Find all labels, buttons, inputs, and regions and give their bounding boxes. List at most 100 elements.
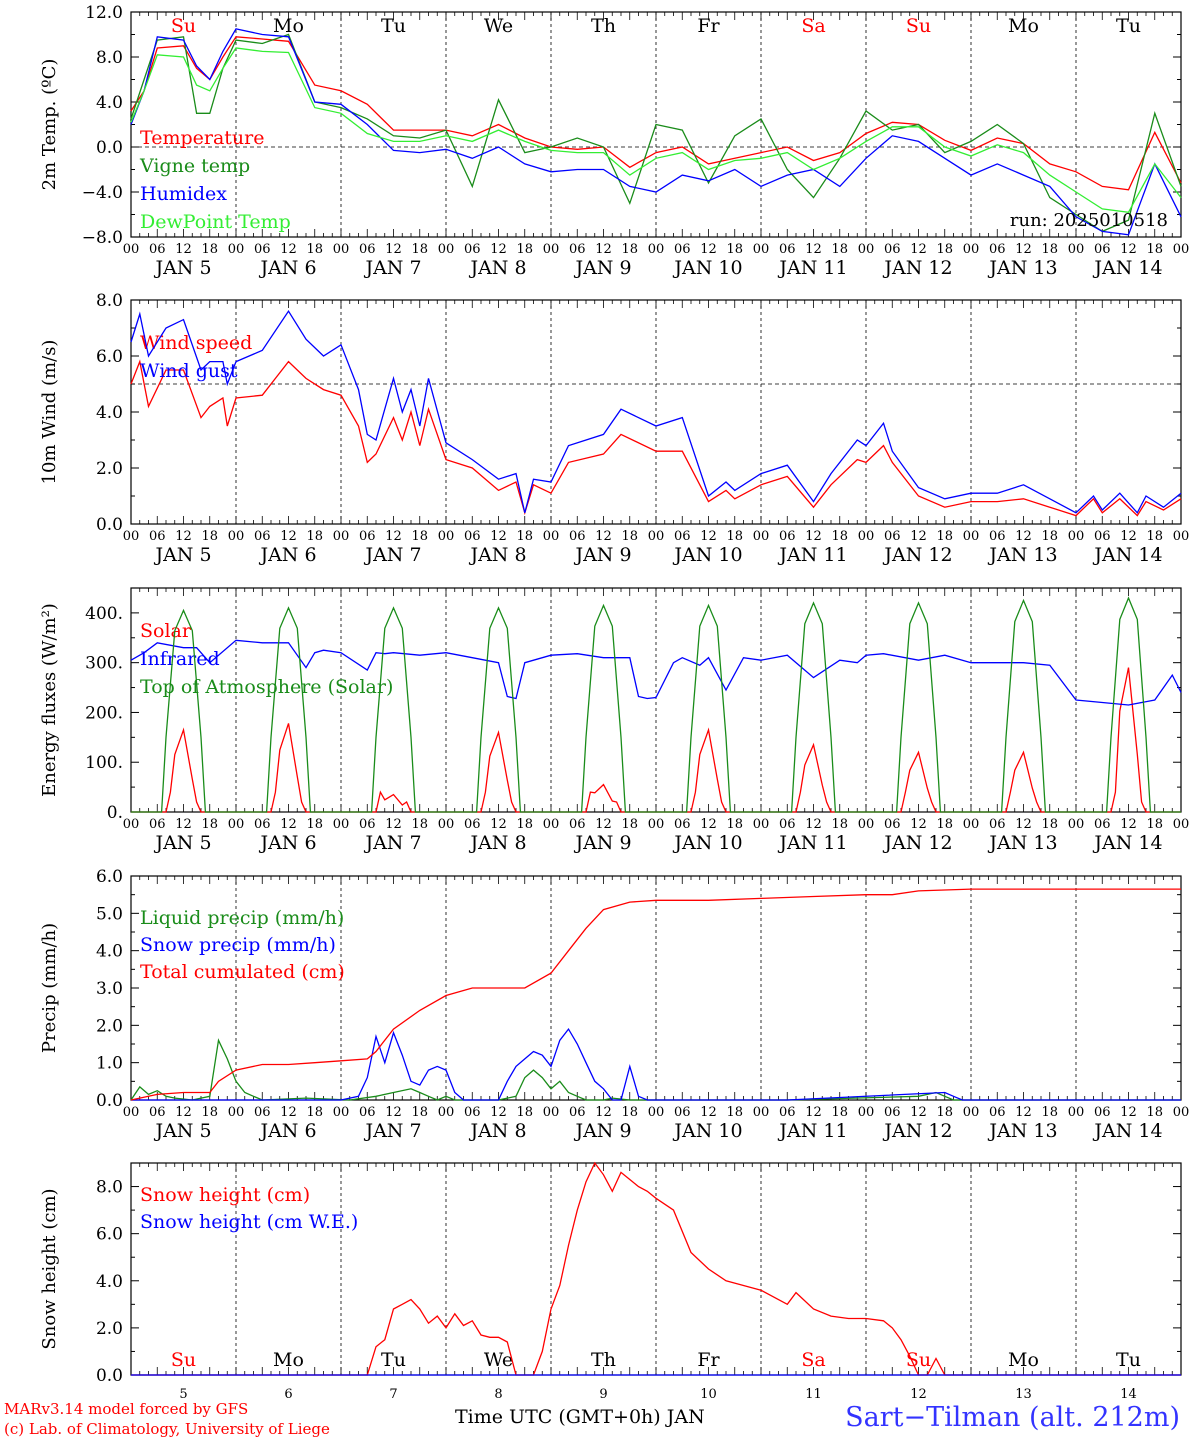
- series-line: [130, 359, 1182, 517]
- hour-label: 18: [831, 242, 848, 257]
- day-label: JAN 5: [153, 832, 211, 854]
- hour-label: 06: [674, 242, 691, 257]
- y-tick-label: 2.0: [96, 459, 123, 479]
- hour-label: 18: [621, 1105, 638, 1120]
- hour-label: 06: [254, 529, 271, 544]
- day-label: JAN 5: [153, 1120, 211, 1142]
- hour-label: 00: [333, 529, 350, 544]
- day-label: JAN 7: [363, 257, 421, 279]
- hour-label: 00: [1068, 242, 1085, 257]
- hour-label: 12: [805, 1105, 822, 1120]
- hour-label: 06: [359, 529, 376, 544]
- hour-label: 18: [306, 242, 323, 257]
- hour-label: 00: [753, 817, 770, 832]
- legend-entry: Wind speed: [140, 332, 252, 354]
- hour-label: 06: [989, 1105, 1006, 1120]
- legend-entry: Snow precip (mm/h): [140, 934, 336, 956]
- hour-label: 18: [621, 817, 638, 832]
- hour-label: 12: [280, 1105, 297, 1120]
- hour-label: 18: [516, 817, 533, 832]
- hour-label: 12: [385, 817, 402, 832]
- day-label: JAN 9: [573, 544, 631, 566]
- hour-label: 06: [884, 529, 901, 544]
- hour-label: 12: [490, 529, 507, 544]
- hour-label: 00: [438, 242, 455, 257]
- day-number-label: 13: [1015, 1387, 1032, 1402]
- weekday-label: We: [484, 1349, 513, 1371]
- series-line: [131, 1161, 1181, 1376]
- day-number-label: 11: [805, 1387, 822, 1402]
- hour-label: 06: [569, 242, 586, 257]
- hour-label: 12: [280, 529, 297, 544]
- y-tick-label: 1.0: [96, 1054, 123, 1074]
- hour-label: 18: [726, 242, 743, 257]
- day-label: JAN 12: [882, 544, 952, 566]
- hour-label: 06: [1094, 817, 1111, 832]
- legend-entry: Total cumulated (cm): [140, 961, 345, 983]
- y-tick-label: 300.: [85, 654, 123, 674]
- hour-label: 18: [306, 529, 323, 544]
- day-number-label: 5: [179, 1387, 187, 1402]
- hour-label: 00: [123, 1105, 140, 1120]
- y-axis-label: 10m Wind (m/s): [39, 340, 60, 485]
- day-number-label: 10: [700, 1387, 717, 1402]
- day-label: JAN 9: [573, 257, 631, 279]
- hour-label: 00: [228, 1105, 245, 1120]
- hour-label: 12: [490, 242, 507, 257]
- weekday-label: Su: [171, 15, 196, 37]
- hour-label: 00: [753, 242, 770, 257]
- weekday-label: Sa: [801, 1349, 825, 1371]
- hour-label: 00: [753, 529, 770, 544]
- legend-entry: Infrared: [140, 648, 220, 670]
- hour-label: 18: [831, 817, 848, 832]
- day-label: JAN 9: [573, 832, 631, 854]
- y-tick-label: 5.0: [96, 904, 123, 924]
- day-number-label: 9: [599, 1387, 607, 1402]
- y-tick-label: 4.0: [96, 942, 123, 962]
- hour-label: 18: [411, 242, 428, 257]
- weekday-label: Sa: [801, 15, 825, 37]
- hour-label: 06: [464, 817, 481, 832]
- hour-label: 12: [175, 1105, 192, 1120]
- hour-label: 06: [254, 1105, 271, 1120]
- day-label: JAN 11: [777, 257, 847, 279]
- day-number-label: 8: [494, 1387, 502, 1402]
- hour-label: 12: [595, 242, 612, 257]
- run-annotation: run: 2025010518: [1010, 210, 1168, 231]
- hour-label: 12: [1120, 817, 1137, 832]
- hour-label: 00: [543, 1105, 560, 1120]
- hour-label: 00: [123, 529, 140, 544]
- legend-entry: Humidex: [140, 183, 227, 205]
- y-tick-label: 0.: [107, 803, 123, 823]
- y-tick-label: 3.0: [96, 979, 123, 999]
- day-label: JAN 6: [258, 544, 316, 566]
- day-label: JAN 12: [882, 832, 952, 854]
- hour-label: 18: [621, 242, 638, 257]
- hour-label: 00: [123, 817, 140, 832]
- hour-label: 06: [884, 242, 901, 257]
- chart-panel-5: 8.0 6.0 4.0 2.0 0.0 Snow height (cm) 5 Su 6 Mo 7 Tu…: [39, 1161, 1182, 1402]
- hour-label: 12: [1015, 529, 1032, 544]
- hour-label: 00: [333, 817, 350, 832]
- hour-label: 18: [411, 529, 428, 544]
- y-tick-label: 6.0: [96, 347, 123, 367]
- hour-label: 12: [1015, 817, 1032, 832]
- hour-label: 18: [411, 1105, 428, 1120]
- hour-label: 06: [884, 1105, 901, 1120]
- hour-label: 00: [333, 1105, 350, 1120]
- weekday-label: Fr: [697, 1349, 720, 1371]
- day-label: JAN 13: [987, 544, 1057, 566]
- day-number-label: 7: [389, 1387, 397, 1402]
- hour-label: 18: [201, 1105, 218, 1120]
- y-axis-label: Energy fluxes (W/m²): [39, 603, 60, 797]
- hour-label: 00: [648, 817, 665, 832]
- day-label: JAN 6: [258, 257, 316, 279]
- day-label: JAN 7: [363, 544, 421, 566]
- day-number-label: 14: [1120, 1387, 1137, 1402]
- model-credit: MARv3.14 model forced by GFS: [4, 1400, 249, 1418]
- y-tick-label: 100.: [85, 753, 123, 773]
- hour-label: 12: [700, 242, 717, 257]
- hour-label: 00: [438, 529, 455, 544]
- hour-label: 18: [306, 1105, 323, 1120]
- y-tick-label: −8.0: [82, 228, 123, 248]
